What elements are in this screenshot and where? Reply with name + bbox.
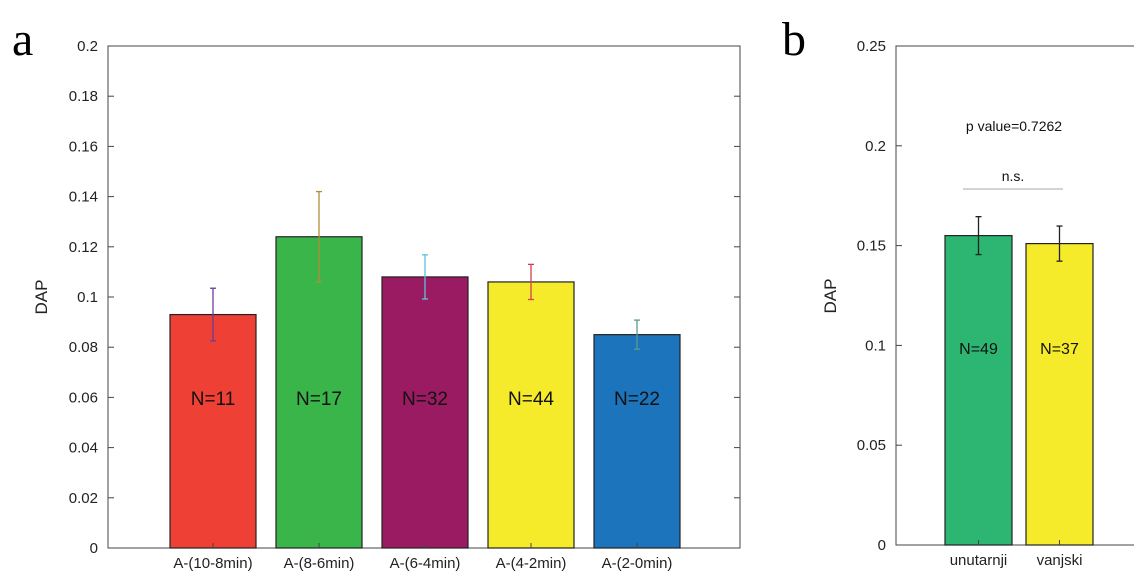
panel-b-bar — [1025, 243, 1094, 546]
panel-b-x-tick-label: vanjski — [1037, 552, 1083, 569]
panel-b-chart: DAP p value=0.7262 n.s. 0 0.05 0.1 0.15 0.2 0… — [821, 38, 1134, 569]
panel-a-y-tick-label: 0.04 — [69, 440, 98, 457]
panel-a-x-tick-label: A-(10-8min) — [173, 555, 252, 572]
panel-b-letter: b — [782, 13, 806, 66]
panel-a-y-tick-label: 0.12 — [69, 239, 98, 256]
panel-b-y-tick-label: 0.25 — [857, 38, 886, 55]
panel-b-y-tick-label: 0.2 — [865, 138, 886, 155]
panel-a-y-tick-label: 0.06 — [69, 389, 98, 406]
panel-a-y-tick-label: 0.16 — [69, 138, 98, 155]
panel-a-bar-label: N=32 — [402, 389, 448, 410]
panel-b-x-tick-label: unutarnji — [950, 552, 1008, 569]
panel-a-x-tick-label: A-(4-2min) — [496, 555, 567, 572]
panel-a-letter: a — [12, 13, 33, 66]
panel-a-bar-label: N=44 — [508, 389, 554, 410]
panel-a-bar — [593, 334, 681, 549]
panel-a-y-tick-label: 0.2 — [77, 38, 98, 55]
panel-a-y-tick-label: 0.08 — [69, 339, 98, 356]
panel-a-x-tick-label: A-(8-6min) — [284, 555, 355, 572]
panel-a-chart: DAP 0 0.02 0.04 0.06 0.08 0.1 0.12 0.14 0.16 0.18… — [32, 38, 741, 572]
panel-a-y-tick-label: 0 — [90, 540, 98, 557]
panel-b-y-tick-label: 0.15 — [857, 238, 886, 255]
panel-b-y-tick-label: 0.05 — [857, 437, 886, 454]
panel-a-bar — [169, 313, 257, 549]
panel-a-x-tick-label: A-(2-0min) — [602, 555, 673, 572]
panel-a-y-axis-label: DAP — [32, 280, 51, 315]
panel-a-bar-label: N=17 — [296, 389, 342, 410]
panel-b-y-axis-label: DAP — [821, 279, 840, 314]
panel-a-bar-label: N=22 — [614, 389, 660, 410]
panel-a-x-tick-label: A-(6-4min) — [390, 555, 461, 572]
panel-a-y-tick-label: 0.14 — [69, 189, 98, 206]
panel-a-y-tick-label: 0.18 — [69, 88, 98, 105]
significance-label: n.s. — [1002, 168, 1025, 184]
panel-a-bar — [275, 236, 363, 549]
panel-a-y-tick-label: 0.1 — [77, 289, 98, 306]
panel-b-bar-label: N=49 — [959, 341, 998, 358]
panel-a-bar-label: N=11 — [191, 389, 236, 410]
panel-b-y-tick-label: 0 — [878, 537, 886, 554]
p-value-annotation: p value=0.7262 — [966, 118, 1062, 134]
panel-a-y-tick-label: 0.02 — [69, 490, 98, 507]
panel-b-y-tick-label: 0.1 — [865, 337, 886, 354]
panel-a-bar — [487, 281, 575, 549]
panel-b-bar-label: N=37 — [1040, 341, 1079, 358]
panel-a-bar — [381, 276, 469, 549]
panel-b-bar — [944, 235, 1013, 546]
